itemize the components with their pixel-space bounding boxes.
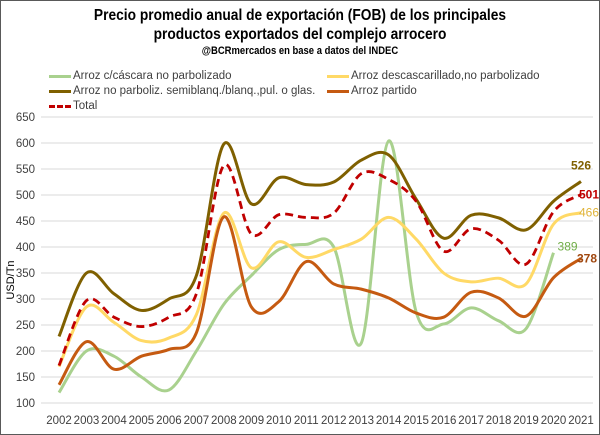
- x-tick-label: 2006: [156, 415, 182, 427]
- data-label: 526: [571, 158, 591, 172]
- x-tick-label: 2017: [458, 415, 484, 427]
- y-tick-label: 600: [16, 138, 35, 150]
- series-line: [57, 139, 555, 394]
- legend-item-total: Total: [49, 100, 97, 112]
- y-tick-label: 150: [16, 372, 35, 384]
- legend-label: Total: [73, 100, 98, 112]
- x-tick-label: 2021: [568, 415, 594, 427]
- x-tick-label: 2003: [74, 415, 100, 427]
- data-label: 501: [579, 187, 599, 201]
- x-tick-label: 2019: [513, 415, 539, 427]
- x-tick-label: 2011: [294, 415, 319, 427]
- y-axis-label: USD/Tn: [5, 260, 17, 299]
- x-tick-label: 2002: [46, 415, 72, 427]
- legend-swatch: [327, 74, 349, 78]
- y-tick-label: 500: [16, 190, 35, 202]
- series-line: [57, 163, 582, 367]
- chart-title-line2: productos exportados del complejo arroce…: [153, 26, 447, 43]
- x-tick-label: 2008: [211, 415, 237, 427]
- legend-label: Arroz no parboliz. semiblanq./blanq.,pul…: [73, 85, 316, 97]
- x-tick-label: 2015: [403, 415, 429, 427]
- series-line: [57, 215, 582, 386]
- legend-item-descascarillado: Arroz descascarillado,no parbolizado: [327, 70, 540, 82]
- legend-swatch: [49, 74, 71, 78]
- x-tick-label: 2016: [431, 415, 457, 427]
- legend-swatch: [49, 89, 71, 93]
- legend-label: Arroz c/cáscara no parbolizado: [73, 70, 232, 82]
- legend-item-cascara: Arroz c/cáscara no parbolizado: [49, 70, 232, 82]
- y-tick-label: 450: [16, 216, 35, 228]
- x-tick-label: 2012: [321, 415, 347, 427]
- x-tick-label: 2013: [348, 415, 374, 427]
- y-tick-label: 650: [16, 112, 35, 124]
- series-line: [57, 211, 582, 368]
- x-tick-label: 2005: [129, 415, 155, 427]
- y-tick-label: 250: [16, 320, 35, 332]
- x-tick-label: 2018: [486, 415, 512, 427]
- y-tick-label: 200: [16, 346, 35, 358]
- x-tick-label: 2009: [239, 415, 265, 427]
- y-tick-label: 400: [16, 242, 35, 254]
- legend-label: Arroz partido: [351, 85, 417, 97]
- series-line: [57, 141, 582, 338]
- data-label: 466: [579, 206, 599, 220]
- legend-swatch: [49, 104, 71, 108]
- x-tick-label: 2007: [184, 415, 210, 427]
- data-label: 389: [558, 240, 578, 254]
- y-tick-label: 300: [16, 294, 35, 306]
- x-tick-label: 2014: [376, 415, 402, 427]
- chart-subtitle: @BCRmercados en base a datos del INDEC: [201, 45, 399, 57]
- y-tick-label: 350: [16, 268, 35, 280]
- y-tick-label: 550: [16, 164, 35, 176]
- data-label: 378: [577, 251, 597, 265]
- legend-label: Arroz descascarillado,no parbolizado: [351, 70, 540, 82]
- legend-item-semiblanq: Arroz no parboliz. semiblanq./blanq.,pul…: [49, 85, 315, 97]
- y-tick-label: 100: [16, 398, 35, 410]
- x-tick-label: 2010: [266, 415, 292, 427]
- x-tick-label: 2020: [541, 415, 567, 427]
- chart-title: Precio promedio anual de exportación (FO…: [93, 7, 507, 24]
- x-tick-label: 2004: [101, 415, 127, 427]
- legend-item-partido: Arroz partido: [327, 85, 417, 97]
- legend-swatch: [327, 89, 349, 93]
